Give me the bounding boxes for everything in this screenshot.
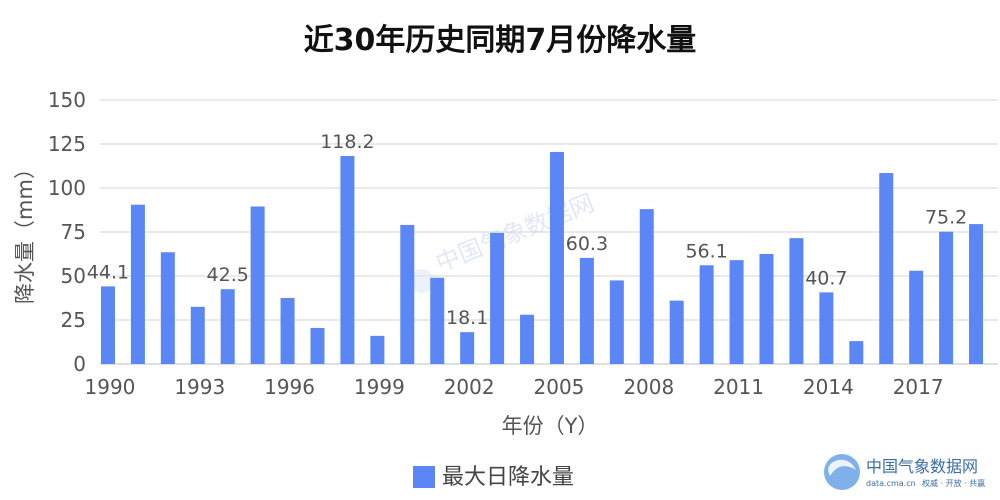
- bar: [130, 204, 145, 364]
- data-label: 44.1: [87, 261, 129, 283]
- y-axis-title: 降水量（mm）: [13, 158, 37, 304]
- data-label: 18.1: [446, 307, 488, 329]
- bar: [879, 173, 894, 364]
- y-tick-label: 25: [61, 308, 86, 332]
- bar: [370, 335, 385, 364]
- data-label: 75.2: [925, 207, 967, 229]
- bar: [160, 252, 175, 364]
- bar: [759, 254, 774, 364]
- bar: [250, 206, 265, 364]
- data-label: 60.3: [566, 233, 608, 255]
- y-tick-label: 75: [61, 220, 86, 244]
- bar: [460, 332, 475, 364]
- chart-title: 近30年历史同期7月份降水量: [304, 23, 697, 58]
- data-label: 42.5: [207, 264, 249, 286]
- bar: [310, 327, 325, 364]
- x-tick-label: 2017: [893, 375, 944, 399]
- x-tick-label: 2005: [534, 375, 585, 399]
- y-tick-label: 100: [48, 176, 86, 200]
- x-tick-label: 1996: [264, 375, 315, 399]
- x-tick-label: 2014: [803, 375, 854, 399]
- bar: [969, 224, 984, 364]
- x-tick-label: 2008: [623, 375, 674, 399]
- bar: [819, 292, 834, 364]
- bar: [280, 298, 295, 364]
- legend-swatch: [413, 466, 435, 488]
- bar: [939, 231, 954, 364]
- bar: [190, 306, 205, 364]
- data-labels: 44.1 42.5 118.2 18.1 60.3 56.1 40.7 75.2: [87, 131, 967, 329]
- y-tick-label: 125: [48, 132, 86, 156]
- legend: 最大日降水量: [413, 465, 574, 490]
- logo-title: 中国气象数据网: [866, 457, 978, 476]
- bar: [639, 209, 654, 364]
- data-label: 118.2: [320, 131, 374, 153]
- bar: [549, 151, 564, 364]
- y-axis-tick-labels: 0 25 50 75 100 125 150: [48, 88, 86, 376]
- legend-label: 最大日降水量: [442, 465, 574, 490]
- bar: [490, 232, 505, 364]
- bar: [729, 260, 744, 364]
- bar: [699, 265, 714, 364]
- bar: [789, 238, 804, 364]
- x-tick-label: 1999: [354, 375, 405, 399]
- data-label: 56.1: [685, 240, 727, 262]
- bar: [669, 300, 684, 364]
- x-axis-tick-labels: 1990 1993 1996 1999 2002 2005 2008 2011 2014 2017: [85, 375, 944, 399]
- x-tick-label: 2011: [713, 375, 764, 399]
- bar: [579, 257, 594, 364]
- gridlines: [100, 99, 998, 365]
- logo-swirl-icon: [828, 459, 856, 476]
- bar: [520, 314, 535, 364]
- y-tick-label: 50: [61, 264, 86, 288]
- bar: [609, 280, 624, 364]
- bars: [100, 151, 984, 364]
- logo-slogan: 权威 · 开放 · 共赢: [922, 478, 985, 488]
- bar: [340, 155, 355, 364]
- bar: [849, 341, 864, 364]
- bar: [909, 270, 924, 364]
- y-tick-label: 150: [48, 88, 86, 112]
- site-logo: 中国气象数据网 data.cma.cn 权威 · 开放 · 共赢: [824, 454, 985, 490]
- watermark-logo-icon: [410, 269, 434, 293]
- x-axis-title: 年份（Y）: [502, 414, 599, 438]
- x-tick-label: 1993: [174, 375, 225, 399]
- bar: [430, 277, 445, 364]
- bar: [100, 286, 115, 364]
- x-tick-label: 2002: [444, 375, 495, 399]
- bar: [220, 289, 235, 364]
- logo-url: data.cma.cn: [866, 479, 916, 488]
- data-label: 40.7: [805, 267, 847, 289]
- y-tick-label: 0: [73, 352, 86, 376]
- bar: [400, 224, 415, 364]
- x-tick-label: 1990: [85, 375, 136, 399]
